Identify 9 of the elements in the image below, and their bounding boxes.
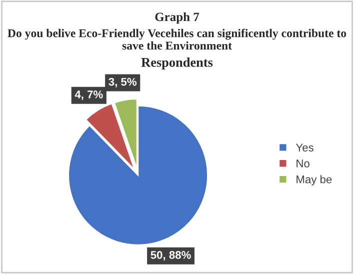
chart-title: Graph 7: [155, 12, 200, 24]
data-label: 50, 88%: [150, 251, 191, 261]
legend-label: No: [296, 160, 310, 168]
data-label: 3, 5%: [108, 78, 137, 88]
chart-subtitle: Do you belive Eco-Friendly Vecehiles can significently contribute to save the Environment: [8, 28, 346, 50]
legend-label: Yes: [296, 144, 314, 152]
data-label: 4, 7%: [74, 90, 103, 100]
legend-label: May be: [296, 175, 332, 186]
text: Respondents: [141, 58, 213, 70]
